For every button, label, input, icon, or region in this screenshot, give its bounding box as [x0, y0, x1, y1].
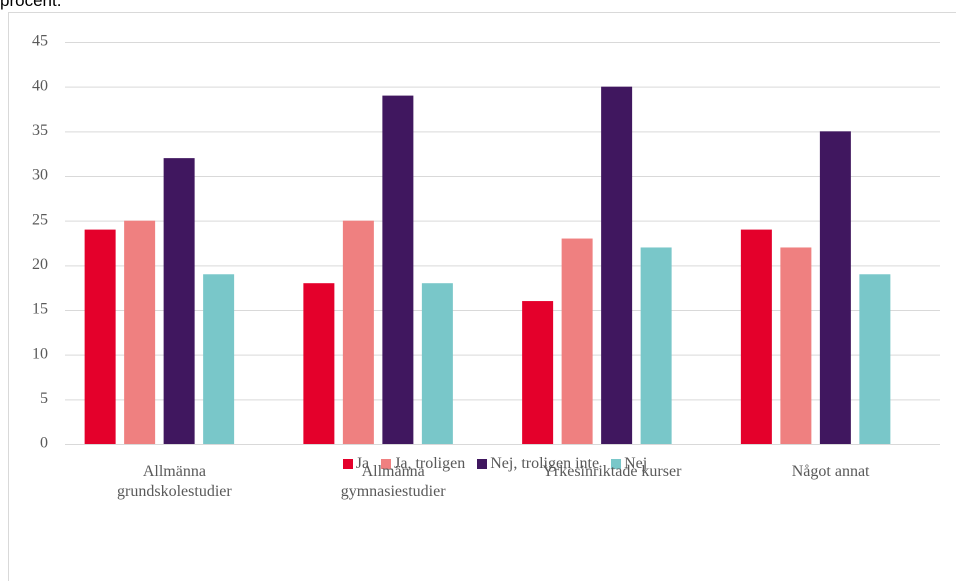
- bar: [740, 229, 772, 444]
- legend-label: Ja, troligen: [394, 455, 466, 472]
- bar: [780, 247, 812, 444]
- y-tick-label: 5: [40, 390, 48, 407]
- legend-label: Ja: [355, 455, 370, 472]
- x-tick-label: Yrkesinriktade kurser: [542, 463, 682, 480]
- y-tick-label: 40: [32, 77, 48, 94]
- bar: [561, 238, 593, 444]
- bar: [84, 229, 116, 444]
- legend-item: Ja: [342, 455, 370, 473]
- y-tick-label: 25: [32, 211, 48, 228]
- bar: [203, 274, 235, 444]
- y-tick-label: 10: [32, 345, 48, 362]
- bar: [303, 283, 335, 444]
- bar: [859, 274, 891, 444]
- legend-swatch: [381, 459, 392, 469]
- bar: [163, 158, 195, 444]
- y-tick-label: 0: [40, 435, 48, 452]
- bar: [421, 283, 453, 444]
- legend-swatch: [477, 459, 488, 469]
- bar: [640, 247, 672, 444]
- legend-item: Nej: [611, 455, 647, 473]
- legend-label: Nej, troligen inte: [490, 455, 600, 472]
- bar: [522, 301, 554, 444]
- x-tick-label: Allmänna gymnasiestudier: [340, 463, 446, 500]
- y-tick-label: 35: [32, 122, 48, 139]
- bar: [819, 131, 851, 445]
- legend-item: Nej, troligen inte: [477, 455, 599, 473]
- y-tick-label: 30: [32, 167, 48, 184]
- legend: Ja Ja, troligen Nej, troligen inte Nej: [0, 455, 956, 473]
- legend-label: Nej: [624, 455, 648, 472]
- y-tick-label: 45: [32, 33, 48, 50]
- x-tick-label: Något annat: [791, 463, 870, 480]
- legend-swatch: [342, 459, 353, 469]
- legend-item: Ja, troligen: [381, 455, 465, 473]
- bar: [601, 86, 633, 445]
- caption: procent.: [0, 0, 62, 10]
- x-tick-label: Allmänna grundskolestudier: [117, 463, 232, 500]
- y-tick-label: 20: [32, 256, 48, 273]
- legend-swatch: [611, 459, 622, 469]
- bar: [382, 95, 414, 444]
- bar: [342, 220, 374, 444]
- y-tick-label: 15: [32, 301, 48, 318]
- bar: [124, 220, 156, 444]
